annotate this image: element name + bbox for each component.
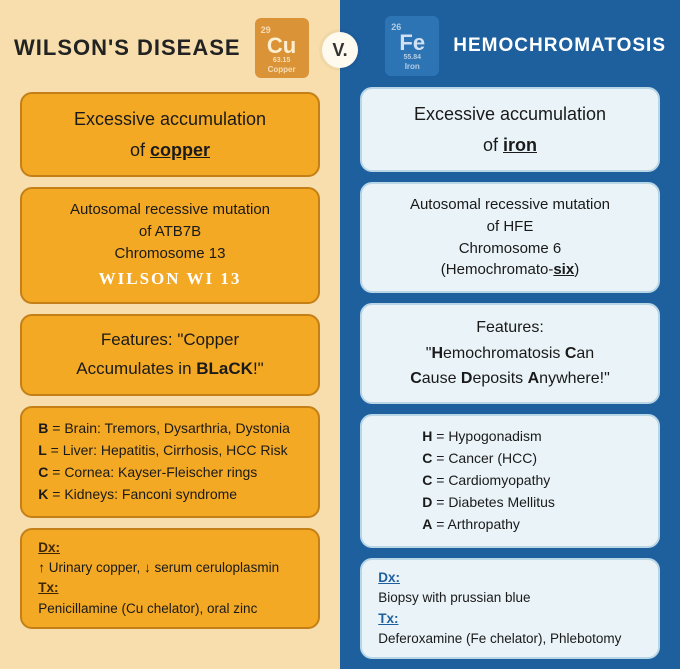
mnemonic-key: C xyxy=(422,472,432,488)
text-line: Accumulates in BLaCK!" xyxy=(36,355,304,384)
mnemonic-row: C = Cornea: Kayser-Fleischer rings xyxy=(38,462,302,483)
mnemonic-text: = Cardiomyopathy xyxy=(432,472,550,488)
right-mnemonic-list: H = HypogonadismC = Cancer (HCC)C = Card… xyxy=(360,414,660,548)
tx-text: Penicillamine (Cu chelator), oral zinc xyxy=(38,599,302,619)
dx-text: Biopsy with prussian blue xyxy=(378,588,642,608)
left-mnemonic-list: B = Brain: Tremors, Dysarthria, Dystonia… xyxy=(20,406,320,518)
text-line: (Hemochromato-six) xyxy=(376,259,644,281)
wilson-column: WILSON'S DISEASE 29 Cu 63.15 Copper Exce… xyxy=(0,0,340,669)
mnemonic-text: = Hypogonadism xyxy=(432,428,541,444)
mnemonic-row: C = Cancer (HCC) xyxy=(422,448,642,469)
atomic-number: 29 xyxy=(261,25,271,35)
mnemonic-text: = Arthropathy xyxy=(432,516,520,532)
left-features-card: Features: "Copper Accumulates in BLaCK!" xyxy=(20,314,320,396)
mnemonic-row: D = Diabetes Mellitus xyxy=(422,492,642,513)
atomic-number: 26 xyxy=(391,22,401,32)
element-symbol: Fe xyxy=(399,32,425,54)
text-line: "Hemochromatosis Can xyxy=(376,341,644,367)
element-symbol: Cu xyxy=(267,35,296,57)
tx-text: Deferoxamine (Fe chelator), Phlebotomy xyxy=(378,629,642,649)
left-header: WILSON'S DISEASE 29 Cu 63.15 Copper xyxy=(14,14,326,82)
dx-text: ↑ Urinary copper, ↓ serum ceruloplasmin xyxy=(38,558,302,578)
tx-label: Tx: xyxy=(38,580,58,595)
mnemonic-row: L = Liver: Hepatitis, Cirrhosis, HCC Ris… xyxy=(38,440,302,461)
mnemonic-key: H xyxy=(422,428,432,444)
text-line: of ATB7B xyxy=(36,221,304,243)
mnemonic-key: A xyxy=(422,516,432,532)
mnemonic-key: D xyxy=(422,494,432,510)
text-line: Cause Deposits Anywhere!" xyxy=(376,366,644,392)
element-name: Copper xyxy=(268,65,296,74)
versus-badge: V. xyxy=(322,32,358,68)
mnemonic-row: A = Arthropathy xyxy=(422,514,642,535)
right-dx-tx-card: Dx: Biopsy with prussian blue Tx: Defero… xyxy=(360,558,660,659)
wilson-mnemonic-hand: WILSON WI 13 xyxy=(99,267,242,292)
text-line: Autosomal recessive mutation xyxy=(36,199,304,221)
mnemonic-text: = Liver: Hepatitis, Cirrhosis, HCC Risk xyxy=(47,442,288,458)
left-accumulation-card: Excessive accumulation of copper xyxy=(20,92,320,177)
mnemonic-key: B xyxy=(38,420,48,436)
iron-element-tile: 26 Fe 55.84 Iron xyxy=(385,16,439,76)
mnemonic-text: = Cornea: Kayser-Fleischer rings xyxy=(48,464,257,480)
left-genetics-card: Autosomal recessive mutation of ATB7B Ch… xyxy=(20,187,320,304)
right-features-card: Features: "Hemochromatosis Can Cause Dep… xyxy=(360,303,660,404)
left-title: WILSON'S DISEASE xyxy=(14,35,241,61)
text-line: Features: xyxy=(376,315,644,341)
hemochromatosis-column: 26 Fe 55.84 Iron HEMOCHROMATOSIS Excessi… xyxy=(340,0,680,669)
right-genetics-card: Autosomal recessive mutation of HFE Chro… xyxy=(360,182,660,293)
text-line: Chromosome 6 xyxy=(376,238,644,260)
mnemonic-row: C = Cardiomyopathy xyxy=(422,470,642,491)
atomic-mass: 63.15 xyxy=(273,57,291,64)
text-line: Features: "Copper xyxy=(36,326,304,355)
text-line: Autosomal recessive mutation xyxy=(376,194,644,216)
mnemonic-row: H = Hypogonadism xyxy=(422,426,642,447)
atomic-mass: 55.84 xyxy=(403,54,421,61)
copper-element-tile: 29 Cu 63.15 Copper xyxy=(255,18,309,78)
mnemonic-text: = Cancer (HCC) xyxy=(432,450,537,466)
text-line: of iron xyxy=(376,130,644,161)
mnemonic-row: B = Brain: Tremors, Dysarthria, Dystonia xyxy=(38,418,302,439)
mnemonic-text: = Brain: Tremors, Dysarthria, Dystonia xyxy=(48,420,290,436)
mnemonic-key: C xyxy=(422,450,432,466)
left-dx-tx-card: Dx: ↑ Urinary copper, ↓ serum ceruloplas… xyxy=(20,528,320,629)
mnemonic-row: K = Kidneys: Fanconi syndrome xyxy=(38,484,302,505)
mnemonic-text: = Kidneys: Fanconi syndrome xyxy=(48,486,237,502)
dx-label: Dx: xyxy=(378,570,400,585)
element-name: Iron xyxy=(405,62,420,71)
text-line: Chromosome 13 xyxy=(36,243,304,265)
right-title: HEMOCHROMATOSIS xyxy=(453,35,666,57)
mnemonic-key: C xyxy=(38,464,48,480)
text-line: Excessive accumulation xyxy=(376,99,644,130)
right-accumulation-card: Excessive accumulation of iron xyxy=(360,87,660,172)
text-line: of HFE xyxy=(376,216,644,238)
dx-label: Dx: xyxy=(38,540,60,555)
mnemonic-key: K xyxy=(38,486,48,502)
mnemonic-text: = Diabetes Mellitus xyxy=(432,494,555,510)
text-line: Excessive accumulation xyxy=(36,104,304,135)
text-line: of copper xyxy=(36,135,304,166)
tx-label: Tx: xyxy=(378,611,398,626)
right-header: 26 Fe 55.84 Iron HEMOCHROMATOSIS xyxy=(354,14,666,77)
mnemonic-key: L xyxy=(38,442,47,458)
